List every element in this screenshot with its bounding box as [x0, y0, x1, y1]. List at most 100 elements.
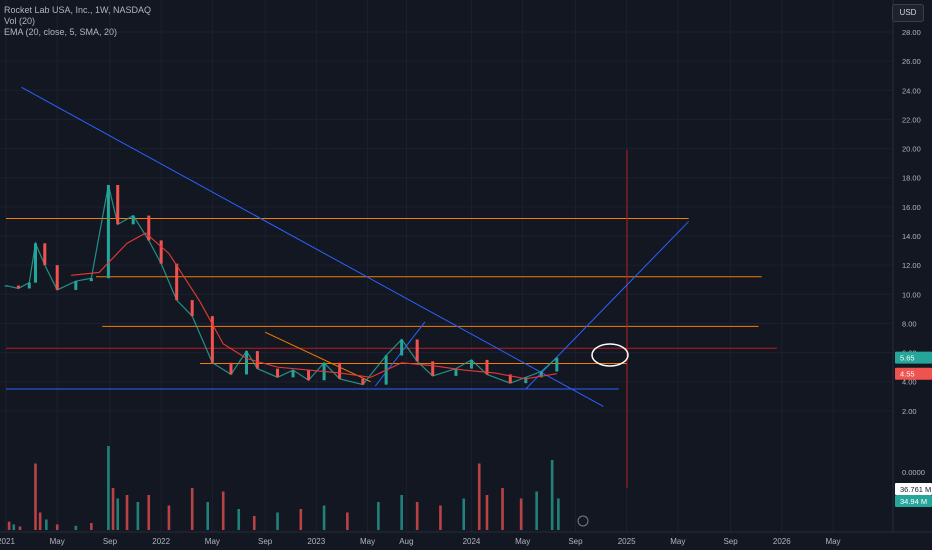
y-tick-label: 8.00: [902, 319, 917, 328]
volume-bar: [125, 495, 129, 530]
volume-bar: [55, 524, 59, 530]
candle: [16, 285, 20, 289]
volume-bar: [400, 495, 403, 530]
trendline: [264, 331, 371, 383]
volume-bar: [190, 488, 194, 530]
candle: [307, 370, 311, 381]
lightning-icon: [577, 515, 589, 527]
trendline: [21, 86, 604, 407]
currency-button[interactable]: USD: [892, 4, 924, 22]
volume-tick-label: 0.0000: [902, 468, 925, 477]
x-tick-label: 2021: [0, 537, 15, 546]
volume-bar: [107, 446, 110, 530]
candle: [415, 339, 419, 362]
volume-bar: [501, 488, 504, 530]
volume-bar: [167, 505, 171, 530]
candle: [431, 361, 435, 376]
price-label-tag: [895, 351, 932, 364]
y-tick-label: 10.00: [902, 290, 921, 299]
volume-bar: [462, 498, 466, 530]
chart-legend: Rocket Lab USA, Inc., 1W, NASDAQ Vol (20…: [4, 5, 151, 38]
candle: [291, 370, 295, 378]
candle: [116, 185, 120, 225]
candle: [131, 215, 135, 225]
volume-bar: [74, 525, 78, 530]
price-line: [5, 184, 558, 386]
price-label-text: 36.761 M: [900, 485, 931, 494]
price-label-text: 4.55: [900, 370, 915, 379]
volume-bar: [221, 491, 225, 530]
candle: [55, 265, 59, 290]
candle: [539, 371, 543, 378]
y-tick-label: 26.00: [902, 57, 921, 66]
y-tick-label: 12.00: [902, 261, 921, 270]
x-tick-label: May: [825, 537, 840, 546]
candle: [454, 368, 458, 376]
y-tick-label: 22.00: [902, 115, 921, 124]
volume-bar: [7, 521, 11, 530]
candle: [469, 359, 473, 369]
candle: [106, 185, 110, 279]
volume-bar: [415, 502, 419, 530]
volume-bar: [38, 512, 42, 530]
volume-bar: [477, 463, 481, 530]
volume-bar: [206, 502, 210, 530]
x-tick-label: May: [515, 537, 530, 546]
candle: [27, 282, 31, 289]
volume-bar: [252, 516, 256, 530]
y-tick-label: 2.00: [902, 407, 917, 416]
volume-bar: [439, 505, 442, 530]
volume-bar: [12, 524, 16, 530]
price-label-tag: [895, 483, 932, 495]
volume-bar: [485, 495, 489, 530]
x-tick-label: May: [360, 537, 375, 546]
y-tick-label: 28.00: [902, 28, 921, 37]
candle: [244, 351, 248, 375]
volume-bar: [147, 495, 151, 530]
price-label-text: 34.94 M: [900, 497, 927, 506]
candle: [361, 378, 365, 385]
x-tick-label: 2025: [618, 537, 636, 546]
candle: [33, 243, 37, 283]
x-tick-label: Sep: [103, 537, 118, 546]
volume-bar: [299, 509, 303, 530]
candle: [338, 362, 342, 379]
volume-bar: [322, 505, 326, 530]
y-tick-label: 24.00: [902, 86, 921, 95]
candle: [175, 263, 179, 301]
circle-annotation: [591, 343, 629, 367]
volume-bar: [34, 463, 37, 530]
candle: [524, 377, 528, 384]
legend-symbol: Rocket Lab USA, Inc., 1W, NASDAQ: [4, 5, 152, 15]
candle: [276, 368, 280, 378]
candle: [190, 300, 194, 317]
candle: [508, 374, 512, 384]
price-label-text: 5.65: [900, 354, 915, 363]
volume-bar: [237, 509, 241, 530]
volume-bar: [90, 523, 93, 530]
price-label-tag: [895, 495, 932, 507]
candle: [159, 240, 163, 264]
volume-bar: [111, 488, 115, 530]
y-tick-label: 18.00: [902, 174, 921, 183]
x-tick-label: Sep: [723, 537, 738, 546]
x-tick-label: Sep: [258, 537, 273, 546]
x-tick-label: 2026: [773, 537, 791, 546]
volume-bar: [377, 502, 380, 530]
volume-bar: [136, 502, 140, 530]
x-tick-label: May: [670, 537, 685, 546]
candle: [89, 278, 93, 282]
x-tick-label: 2023: [307, 537, 325, 546]
candle: [43, 243, 47, 266]
candle: [485, 359, 489, 375]
volume-bar: [557, 498, 560, 530]
price-label-tag: [895, 367, 932, 380]
volume-bar: [18, 526, 22, 530]
candle: [147, 215, 151, 241]
volume-bar: [519, 498, 523, 530]
legend-volume: Vol (20): [4, 16, 36, 26]
y-tick-label: 14.00: [902, 232, 921, 241]
volume-bar: [276, 512, 279, 530]
